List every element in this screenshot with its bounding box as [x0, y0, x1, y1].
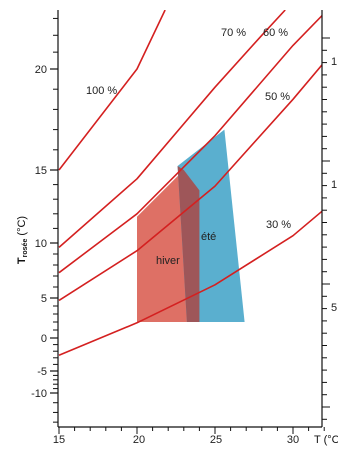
y-tick-label-15: 15: [35, 165, 47, 177]
y-axis-title-main: T: [16, 257, 28, 264]
zone-label-hiver: hiver: [156, 255, 180, 267]
y-tick-label-20: 20: [35, 64, 47, 76]
y-tick-label-minus5: -5: [37, 366, 47, 378]
x-tick-label-30: 30: [287, 434, 299, 446]
rh-curve-3: [58, 63, 322, 302]
left-axis-major-ticks: [50, 68, 58, 394]
rh-curve-4: [58, 210, 322, 356]
rh-curve-2: [58, 14, 322, 274]
y-tick-label-0: 0: [41, 333, 47, 345]
right-axis-ticks: [322, 37, 330, 420]
y-tick-label-minus10: -10: [31, 388, 47, 400]
zone-label-ete: été: [201, 231, 216, 243]
y-tick-label-10: 10: [35, 238, 47, 250]
x-tick-label-20: 20: [133, 434, 145, 446]
y-tick-label-5: 5: [41, 293, 47, 305]
rh-label-70: 70 %: [221, 27, 246, 39]
y-axis-title-subscript: rosée: [22, 239, 29, 258]
x-axis-title: T (°C: [314, 434, 338, 446]
right-axis-label-2: 1: [331, 179, 337, 191]
rh-curve-0: [58, 10, 166, 171]
relative-humidity-curves: [58, 10, 322, 356]
x-tick-label-25: 25: [210, 434, 222, 446]
rh-label-100: 100 %: [86, 85, 117, 97]
left-axis-minor-ticks: [53, 17, 58, 423]
rh-label-30: 30 %: [266, 219, 291, 231]
zone-overlap: [177, 166, 200, 322]
x-tick-label-15: 15: [53, 434, 65, 446]
right-axis-label-3: 5: [331, 302, 337, 314]
bottom-axis-ticks: [58, 427, 325, 434]
rh-label-50: 50 %: [265, 91, 290, 103]
comfort-zones: [137, 129, 245, 322]
y-axis-title-unit: (°C): [16, 216, 28, 239]
right-axis-label-1: 1: [331, 56, 337, 68]
rh-label-60: 60 %: [263, 27, 288, 39]
y-axis-title: Trosée (°C): [16, 216, 29, 264]
rh-curve-1: [58, 10, 286, 249]
